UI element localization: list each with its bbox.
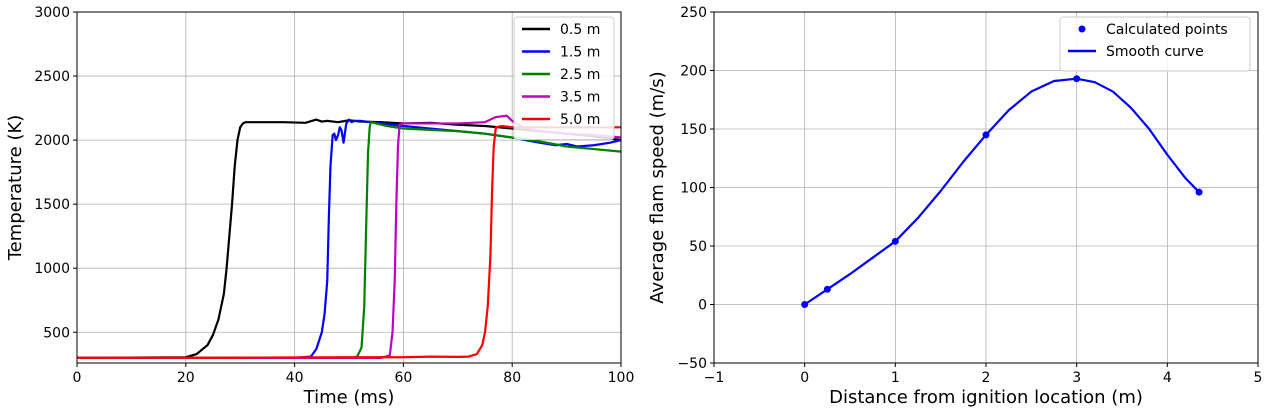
x-tick-label: 1 bbox=[891, 370, 900, 386]
legend: Calculated points Smooth curve bbox=[1059, 16, 1251, 72]
series-line-0-5-m bbox=[77, 118, 621, 359]
legend-label-smooth-curve: Smooth curve bbox=[1106, 44, 1204, 60]
x-tick-label: 5 bbox=[1254, 370, 1263, 386]
y-tick-label: 0 bbox=[698, 298, 707, 314]
legend-label-3-5-m: 3.5 m bbox=[560, 90, 600, 106]
series-line-smooth-curve bbox=[804, 77, 1200, 306]
x-tick-label: 40 bbox=[286, 370, 304, 386]
plot-frame bbox=[76, 11, 622, 364]
x-tick-label: 60 bbox=[394, 370, 412, 386]
series-group bbox=[77, 114, 621, 359]
legend-label-1-5-m: 1.5 m bbox=[560, 45, 600, 61]
y-tick-label: 500 bbox=[43, 325, 70, 341]
y-tick-label: −50 bbox=[677, 356, 707, 372]
y-tick-label: 1000 bbox=[34, 261, 70, 277]
y-tick-label: 2500 bbox=[34, 69, 70, 85]
x-axis-label: Time (ms) bbox=[303, 387, 395, 408]
x-tick-label: 20 bbox=[177, 370, 195, 386]
series-line-3-5-m bbox=[77, 114, 621, 359]
x-tick-label: 80 bbox=[503, 370, 521, 386]
legend-label-0-5-m: 0.5 m bbox=[560, 22, 600, 38]
x-axis-label: Distance from ignition location (m) bbox=[829, 387, 1143, 408]
series-group bbox=[801, 75, 1203, 308]
y-tick-label: 3000 bbox=[34, 5, 70, 21]
temperature-plot: 0 20 40 60 80 100 500 1000 1500 2000 2500 3000 Time … bbox=[5, 5, 634, 408]
y-tick-label: 2000 bbox=[34, 133, 70, 149]
x-tick-label: 2 bbox=[982, 370, 991, 386]
series-line-5-0-m bbox=[77, 124, 621, 359]
x-tick-label: 0 bbox=[73, 370, 82, 386]
y-tick-label: 100 bbox=[680, 181, 707, 197]
legend-label-5-0-m: 5.0 m bbox=[560, 112, 600, 128]
legend-label-2-5-m: 2.5 m bbox=[560, 67, 600, 83]
x-tick-label: 100 bbox=[608, 370, 635, 386]
y-tick-label: 150 bbox=[680, 122, 707, 138]
plot-frame bbox=[713, 11, 1259, 364]
flame-speed-plot: −1 0 1 2 3 4 5 −50 0 50 100 150 200 250 Distance from … bbox=[647, 5, 1262, 408]
x-tick-label: −1 bbox=[704, 370, 725, 386]
legend-marker-calculated-points bbox=[1078, 25, 1086, 33]
y-tick-label: 50 bbox=[689, 239, 707, 255]
legend-box bbox=[513, 16, 615, 140]
y-axis-label: Temperature (K) bbox=[5, 115, 26, 262]
legend-label-calculated-points: Calculated points bbox=[1106, 22, 1228, 38]
y-axis-label: Average flam speed (m/s) bbox=[647, 71, 668, 303]
x-tick-label: 3 bbox=[1072, 370, 1081, 386]
y-tick-label: 1500 bbox=[34, 197, 70, 213]
y-tick-label: 200 bbox=[680, 64, 707, 80]
x-tick-label: 4 bbox=[1163, 370, 1172, 386]
y-tick-label: 250 bbox=[680, 5, 707, 21]
x-tick-label: 0 bbox=[800, 370, 809, 386]
series-line-2-5-m bbox=[77, 121, 621, 359]
series-line-1-5-m bbox=[77, 118, 621, 359]
legend-box bbox=[1059, 16, 1251, 72]
legend: 0.5 m 1.5 m 2.5 m 3.5 m 5.0 m bbox=[513, 16, 615, 140]
